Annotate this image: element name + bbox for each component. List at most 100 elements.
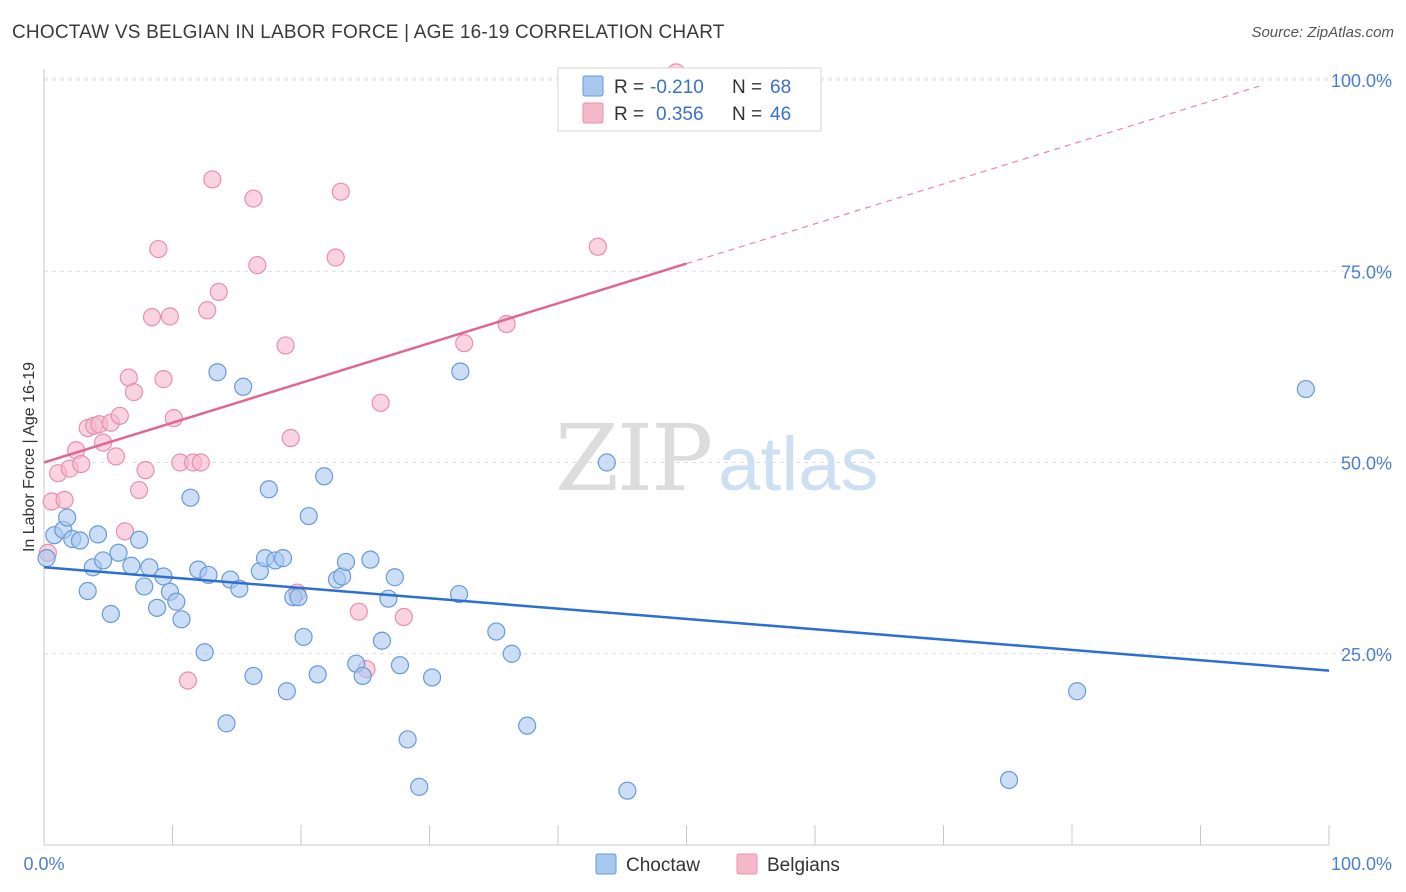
choctaw-point	[234, 377, 253, 396]
legend-r-value-1: -0.210	[650, 77, 704, 98]
choctaw-point	[129, 530, 149, 549]
legend-r-value-2: 0.356	[656, 104, 704, 125]
x-tick-label: 0.0%	[23, 854, 64, 874]
choctaw-point	[147, 598, 167, 617]
belgians-point	[588, 237, 607, 256]
choctaw-point	[78, 581, 97, 601]
choctaw-point	[372, 631, 392, 650]
choctaw-point	[398, 730, 417, 749]
choctaw-point	[277, 682, 296, 701]
choctaw-point	[353, 666, 372, 686]
belgians-point	[455, 334, 474, 353]
choctaw-point	[999, 770, 1019, 790]
belgians-point	[72, 454, 91, 474]
belgians-point	[178, 671, 198, 690]
legend-swatch-belgians	[582, 102, 604, 124]
source-label: Source: ZipAtlas.com	[1251, 24, 1394, 41]
choctaw-point	[37, 549, 56, 568]
legend-r-label-1: R =	[614, 77, 644, 98]
choctaw-point	[518, 716, 537, 735]
belgians-point	[203, 170, 222, 189]
choctaw-point	[244, 666, 263, 686]
choctaw-point	[70, 531, 90, 550]
choctaw-point	[109, 543, 128, 562]
legend-r-label-2: R =	[614, 104, 644, 125]
choctaw-point	[94, 551, 113, 570]
bottom-legend-swatch-belgians	[736, 853, 758, 875]
legend-box: R = -0.210 N = 68 R = 0.356 N = 46	[557, 67, 822, 132]
choctaw-point	[308, 665, 327, 684]
choctaw-point	[217, 714, 236, 733]
y-tick-label: 25.0%	[1341, 645, 1392, 665]
choctaw-point	[336, 552, 356, 572]
belgians-point	[154, 370, 173, 389]
legend-n-value-1: 68	[770, 77, 791, 98]
belgians-point	[160, 307, 180, 326]
choctaw-point	[259, 480, 278, 499]
bottom-legend-label-choctaw: Choctaw	[626, 855, 700, 876]
belgians-point	[191, 453, 210, 472]
belgians-point	[115, 522, 135, 541]
gridlines	[44, 77, 1392, 655]
legend-n-label-1: N =	[732, 77, 762, 98]
bottom-legend-swatch-choctaw	[595, 853, 617, 875]
belgians-point	[136, 461, 155, 480]
choctaw-point	[1068, 682, 1087, 701]
belgians-point	[149, 239, 168, 259]
choctaw-point	[451, 362, 470, 381]
choctaw-point	[502, 644, 521, 663]
y-axis-label: In Labor Force | Age 16-19	[21, 362, 38, 552]
belgians-point	[331, 182, 350, 201]
choctaw-trend-line	[43, 566, 1330, 672]
choctaw-point	[172, 610, 191, 629]
belgians-point	[198, 301, 217, 320]
choctaw-point	[58, 508, 77, 527]
choctaw-point	[101, 604, 120, 624]
belgians-point	[142, 308, 162, 327]
choctaw-point	[273, 549, 293, 568]
belgians-point	[110, 406, 129, 425]
belgians-point	[276, 336, 295, 355]
y-tick-label: 75.0%	[1341, 262, 1392, 282]
x-tick-label: 100.0%	[1331, 854, 1392, 874]
belgians-point	[209, 282, 228, 302]
choctaw-point	[385, 568, 404, 587]
y-tick-label: 100.0%	[1331, 71, 1392, 91]
belgians-point	[55, 490, 74, 510]
belgians-point	[129, 480, 149, 500]
choctaw-point	[361, 550, 380, 569]
belgians-point	[349, 602, 368, 621]
bottom-legend: Choctaw Belgians	[595, 853, 840, 876]
choctaw-point	[289, 588, 308, 607]
choctaw-point	[1296, 379, 1315, 399]
axes	[43, 69, 1330, 846]
choctaw-point	[390, 656, 410, 675]
legend-n-value-2: 46	[770, 104, 791, 125]
belgians-points	[38, 63, 686, 690]
chart-title: CHOCTAW VS BELGIAN IN LABOR FORCE | AGE …	[12, 22, 725, 43]
choctaw-point	[422, 668, 442, 687]
choctaw-point	[379, 589, 398, 608]
belgians-point	[371, 393, 390, 412]
belgians-trend-line	[43, 262, 687, 464]
choctaw-point	[315, 467, 334, 486]
belgians-point	[281, 428, 300, 448]
y-tick-labels: 25.0% 50.0% 75.0% 100.0%	[1331, 71, 1392, 665]
watermark-atlas: atlas	[718, 422, 879, 507]
belgians-trend-line-extension	[686, 85, 1260, 265]
choctaw-point	[208, 363, 227, 382]
x-tick-labels: 0.0% 100.0%	[23, 854, 1392, 874]
choctaw-point	[410, 777, 429, 796]
choctaw-point	[88, 525, 108, 544]
choctaw-points	[37, 362, 1315, 800]
belgians-point	[394, 607, 413, 627]
choctaw-point	[167, 592, 186, 611]
belgians-point	[326, 248, 345, 267]
choctaw-point	[122, 556, 141, 575]
watermark: ZIP atlas	[555, 405, 879, 512]
belgians-point	[248, 256, 267, 275]
choctaw-point	[597, 453, 616, 472]
trend-lines	[43, 85, 1330, 672]
legend-swatch-choctaw	[582, 75, 604, 97]
